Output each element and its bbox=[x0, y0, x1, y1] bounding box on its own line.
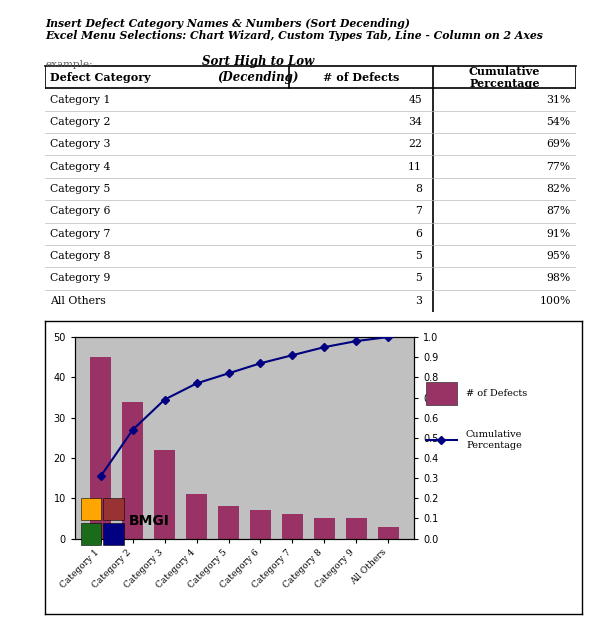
Bar bbox=[103, 523, 124, 546]
Text: 22: 22 bbox=[408, 139, 422, 149]
Text: 100%: 100% bbox=[539, 295, 571, 306]
Bar bbox=[250, 510, 271, 539]
Bar bbox=[81, 498, 101, 520]
Bar bbox=[346, 518, 367, 539]
Text: Sort High to Low
(Decending): Sort High to Low (Decending) bbox=[202, 55, 314, 84]
Text: BMGI: BMGI bbox=[129, 514, 170, 529]
Text: Category 6: Category 6 bbox=[50, 207, 111, 216]
Text: example:: example: bbox=[45, 60, 92, 69]
Text: 34: 34 bbox=[408, 117, 422, 127]
Text: 7: 7 bbox=[415, 207, 422, 216]
Text: Category 7: Category 7 bbox=[50, 229, 110, 239]
Text: 45: 45 bbox=[408, 94, 422, 105]
Text: Category 3: Category 3 bbox=[50, 139, 111, 149]
Text: Category 8: Category 8 bbox=[50, 251, 111, 261]
Bar bbox=[282, 515, 303, 539]
Text: 8: 8 bbox=[415, 184, 422, 194]
Bar bbox=[122, 401, 143, 539]
Bar bbox=[218, 507, 239, 539]
Bar bbox=[426, 382, 457, 405]
Text: 5: 5 bbox=[415, 273, 422, 284]
Text: Excel Menu Selections: Chart Wizard, Custom Types Tab, Line - Column on 2 Axes: Excel Menu Selections: Chart Wizard, Cus… bbox=[45, 30, 543, 40]
Text: 6: 6 bbox=[415, 229, 422, 239]
Text: 31%: 31% bbox=[547, 94, 571, 105]
Text: Insert Defect Category Names & Numbers (Sort Decending): Insert Defect Category Names & Numbers (… bbox=[45, 18, 410, 28]
Text: Category 9: Category 9 bbox=[50, 273, 110, 284]
Text: Cumulative
Percentage: Cumulative Percentage bbox=[466, 430, 523, 449]
Text: Defect Category: Defect Category bbox=[50, 72, 151, 83]
Text: 69%: 69% bbox=[547, 139, 571, 149]
Bar bbox=[154, 450, 175, 539]
Text: 5: 5 bbox=[415, 251, 422, 261]
Text: 54%: 54% bbox=[547, 117, 571, 127]
Text: Category 1: Category 1 bbox=[50, 94, 111, 105]
Bar bbox=[103, 498, 124, 520]
Text: 98%: 98% bbox=[547, 273, 571, 284]
Text: Category 5: Category 5 bbox=[50, 184, 110, 194]
Bar bbox=[91, 357, 111, 539]
Text: # of Defects: # of Defects bbox=[323, 72, 399, 83]
Text: Cumulative
Percentage: Cumulative Percentage bbox=[469, 66, 540, 89]
Text: 3: 3 bbox=[415, 295, 422, 306]
Text: # of Defects: # of Defects bbox=[466, 389, 527, 398]
Text: 82%: 82% bbox=[547, 184, 571, 194]
Bar bbox=[81, 523, 101, 546]
Text: All Others: All Others bbox=[50, 295, 106, 306]
Text: 87%: 87% bbox=[547, 207, 571, 216]
Bar bbox=[186, 495, 207, 539]
Bar bbox=[378, 527, 398, 539]
Text: Category 2: Category 2 bbox=[50, 117, 111, 127]
Text: 11: 11 bbox=[408, 162, 422, 171]
Text: 77%: 77% bbox=[547, 162, 571, 171]
Text: 91%: 91% bbox=[547, 229, 571, 239]
Bar bbox=[314, 518, 335, 539]
Text: Category 4: Category 4 bbox=[50, 162, 110, 171]
Text: 95%: 95% bbox=[547, 251, 571, 261]
